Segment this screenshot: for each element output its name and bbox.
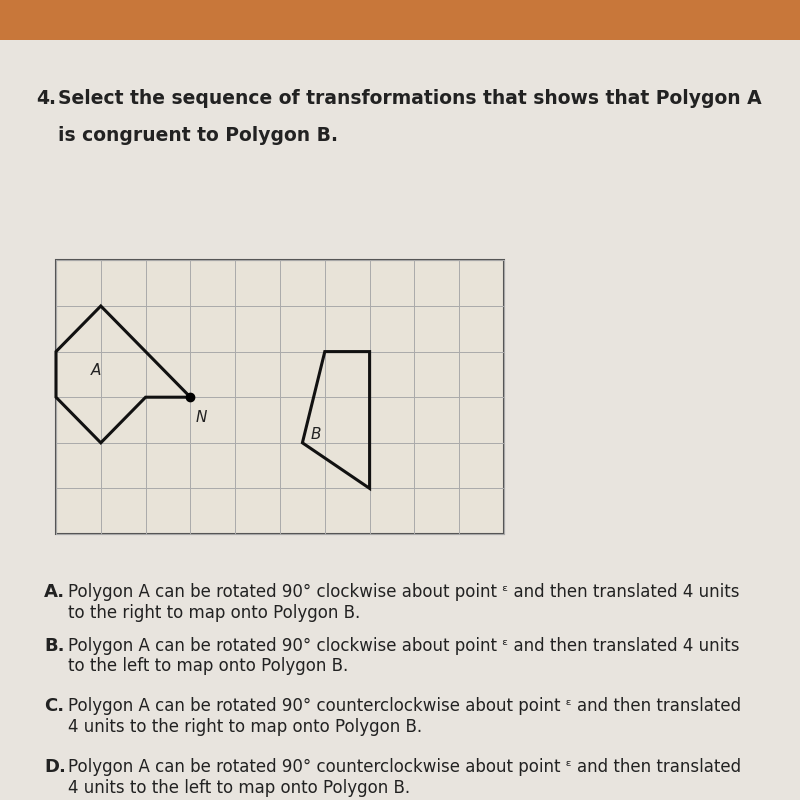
Text: $B$: $B$ bbox=[310, 426, 322, 442]
Text: D.: D. bbox=[44, 758, 66, 776]
Text: 4.: 4. bbox=[36, 90, 56, 108]
Text: $A$: $A$ bbox=[90, 362, 102, 378]
Text: C.: C. bbox=[44, 698, 64, 715]
Text: A.: A. bbox=[44, 583, 65, 602]
Text: Select the sequence of transformations that shows that Polygon A: Select the sequence of transformations t… bbox=[58, 90, 762, 108]
Text: $N$: $N$ bbox=[195, 409, 208, 425]
Text: Polygon A can be rotated 90° clockwise about point ᵋ and then translated 4 units: Polygon A can be rotated 90° clockwise a… bbox=[68, 583, 739, 622]
Text: B.: B. bbox=[44, 637, 65, 654]
Text: is congruent to Polygon B.: is congruent to Polygon B. bbox=[58, 126, 338, 145]
Bar bbox=[56, 261, 504, 534]
Text: Polygon A can be rotated 90° clockwise about point ᵋ and then translated 4 units: Polygon A can be rotated 90° clockwise a… bbox=[68, 637, 739, 675]
Text: Polygon A can be rotated 90° counterclockwise about point ᵋ and then translated
: Polygon A can be rotated 90° countercloc… bbox=[68, 758, 741, 797]
Text: Polygon A can be rotated 90° counterclockwise about point ᵋ and then translated
: Polygon A can be rotated 90° countercloc… bbox=[68, 698, 741, 736]
